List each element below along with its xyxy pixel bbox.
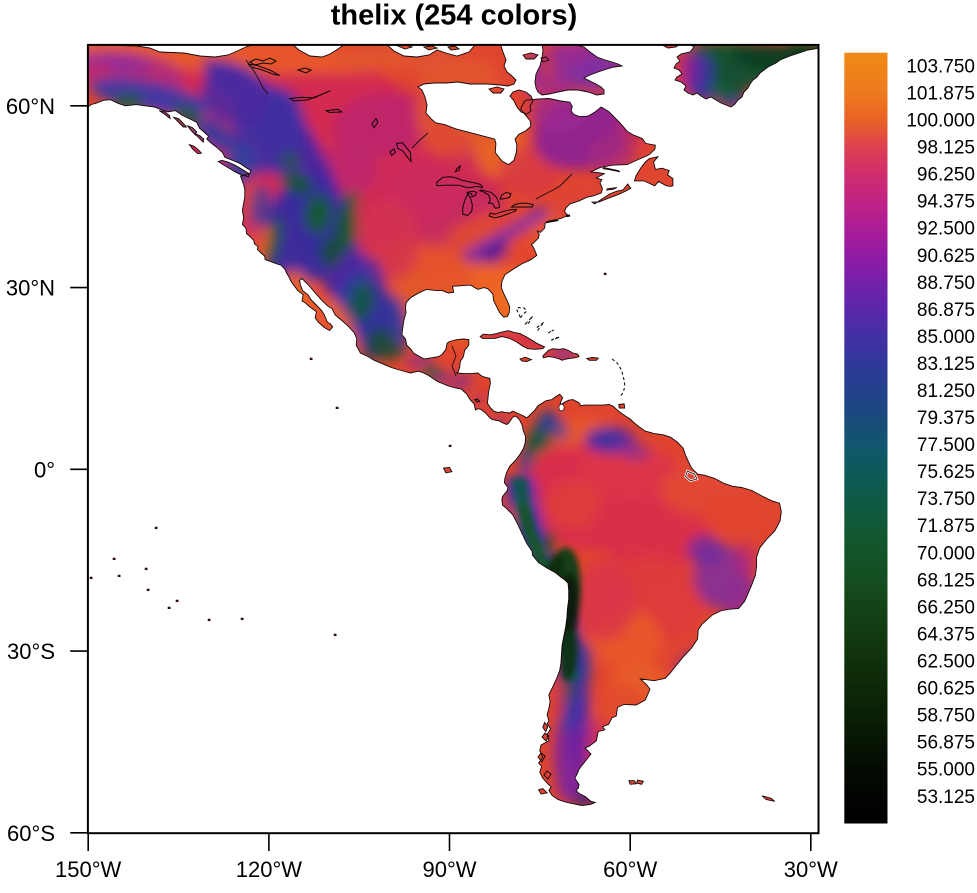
svg-text:71.875: 71.875 [917, 516, 975, 537]
svg-text:53.125: 53.125 [917, 787, 975, 808]
svg-text:60°N: 60°N [6, 94, 55, 119]
svg-text:60°W: 60°W [603, 857, 657, 882]
svg-text:30°W: 30°W [784, 857, 838, 882]
svg-text:75.625: 75.625 [917, 462, 975, 483]
svg-text:92.500: 92.500 [917, 219, 975, 240]
svg-text:30°N: 30°N [6, 276, 55, 301]
svg-text:62.500: 62.500 [917, 652, 975, 673]
svg-text:96.250: 96.250 [917, 165, 975, 186]
svg-text:77.500: 77.500 [917, 435, 975, 456]
svg-text:60.625: 60.625 [917, 679, 975, 700]
svg-text:60°S: 60°S [7, 821, 55, 846]
svg-text:70.000: 70.000 [917, 543, 975, 564]
svg-text:90.625: 90.625 [917, 246, 975, 267]
svg-text:79.375: 79.375 [917, 408, 975, 429]
svg-text:98.125: 98.125 [917, 138, 975, 159]
svg-text:120°W: 120°W [236, 857, 303, 882]
svg-text:103.750: 103.750 [906, 56, 975, 77]
svg-text:150°W: 150°W [55, 857, 122, 882]
svg-text:58.750: 58.750 [917, 706, 975, 727]
svg-text:94.375: 94.375 [917, 192, 975, 213]
svg-text:85.000: 85.000 [917, 327, 975, 348]
svg-text:66.250: 66.250 [917, 597, 975, 618]
svg-text:68.125: 68.125 [917, 570, 975, 591]
svg-text:64.375: 64.375 [917, 625, 975, 646]
svg-text:83.125: 83.125 [917, 354, 975, 375]
svg-text:thelix (254 colors): thelix (254 colors) [331, 0, 578, 32]
svg-text:81.250: 81.250 [917, 381, 975, 402]
svg-text:56.875: 56.875 [917, 733, 975, 754]
svg-text:0°: 0° [34, 457, 55, 482]
svg-text:55.000: 55.000 [917, 760, 975, 781]
svg-text:101.875: 101.875 [906, 84, 975, 105]
svg-text:30°S: 30°S [7, 639, 55, 664]
svg-text:88.750: 88.750 [917, 273, 975, 294]
svg-text:90°W: 90°W [422, 857, 476, 882]
svg-text:100.000: 100.000 [906, 111, 975, 132]
svg-text:86.875: 86.875 [917, 300, 975, 321]
svg-text:73.750: 73.750 [917, 489, 975, 510]
